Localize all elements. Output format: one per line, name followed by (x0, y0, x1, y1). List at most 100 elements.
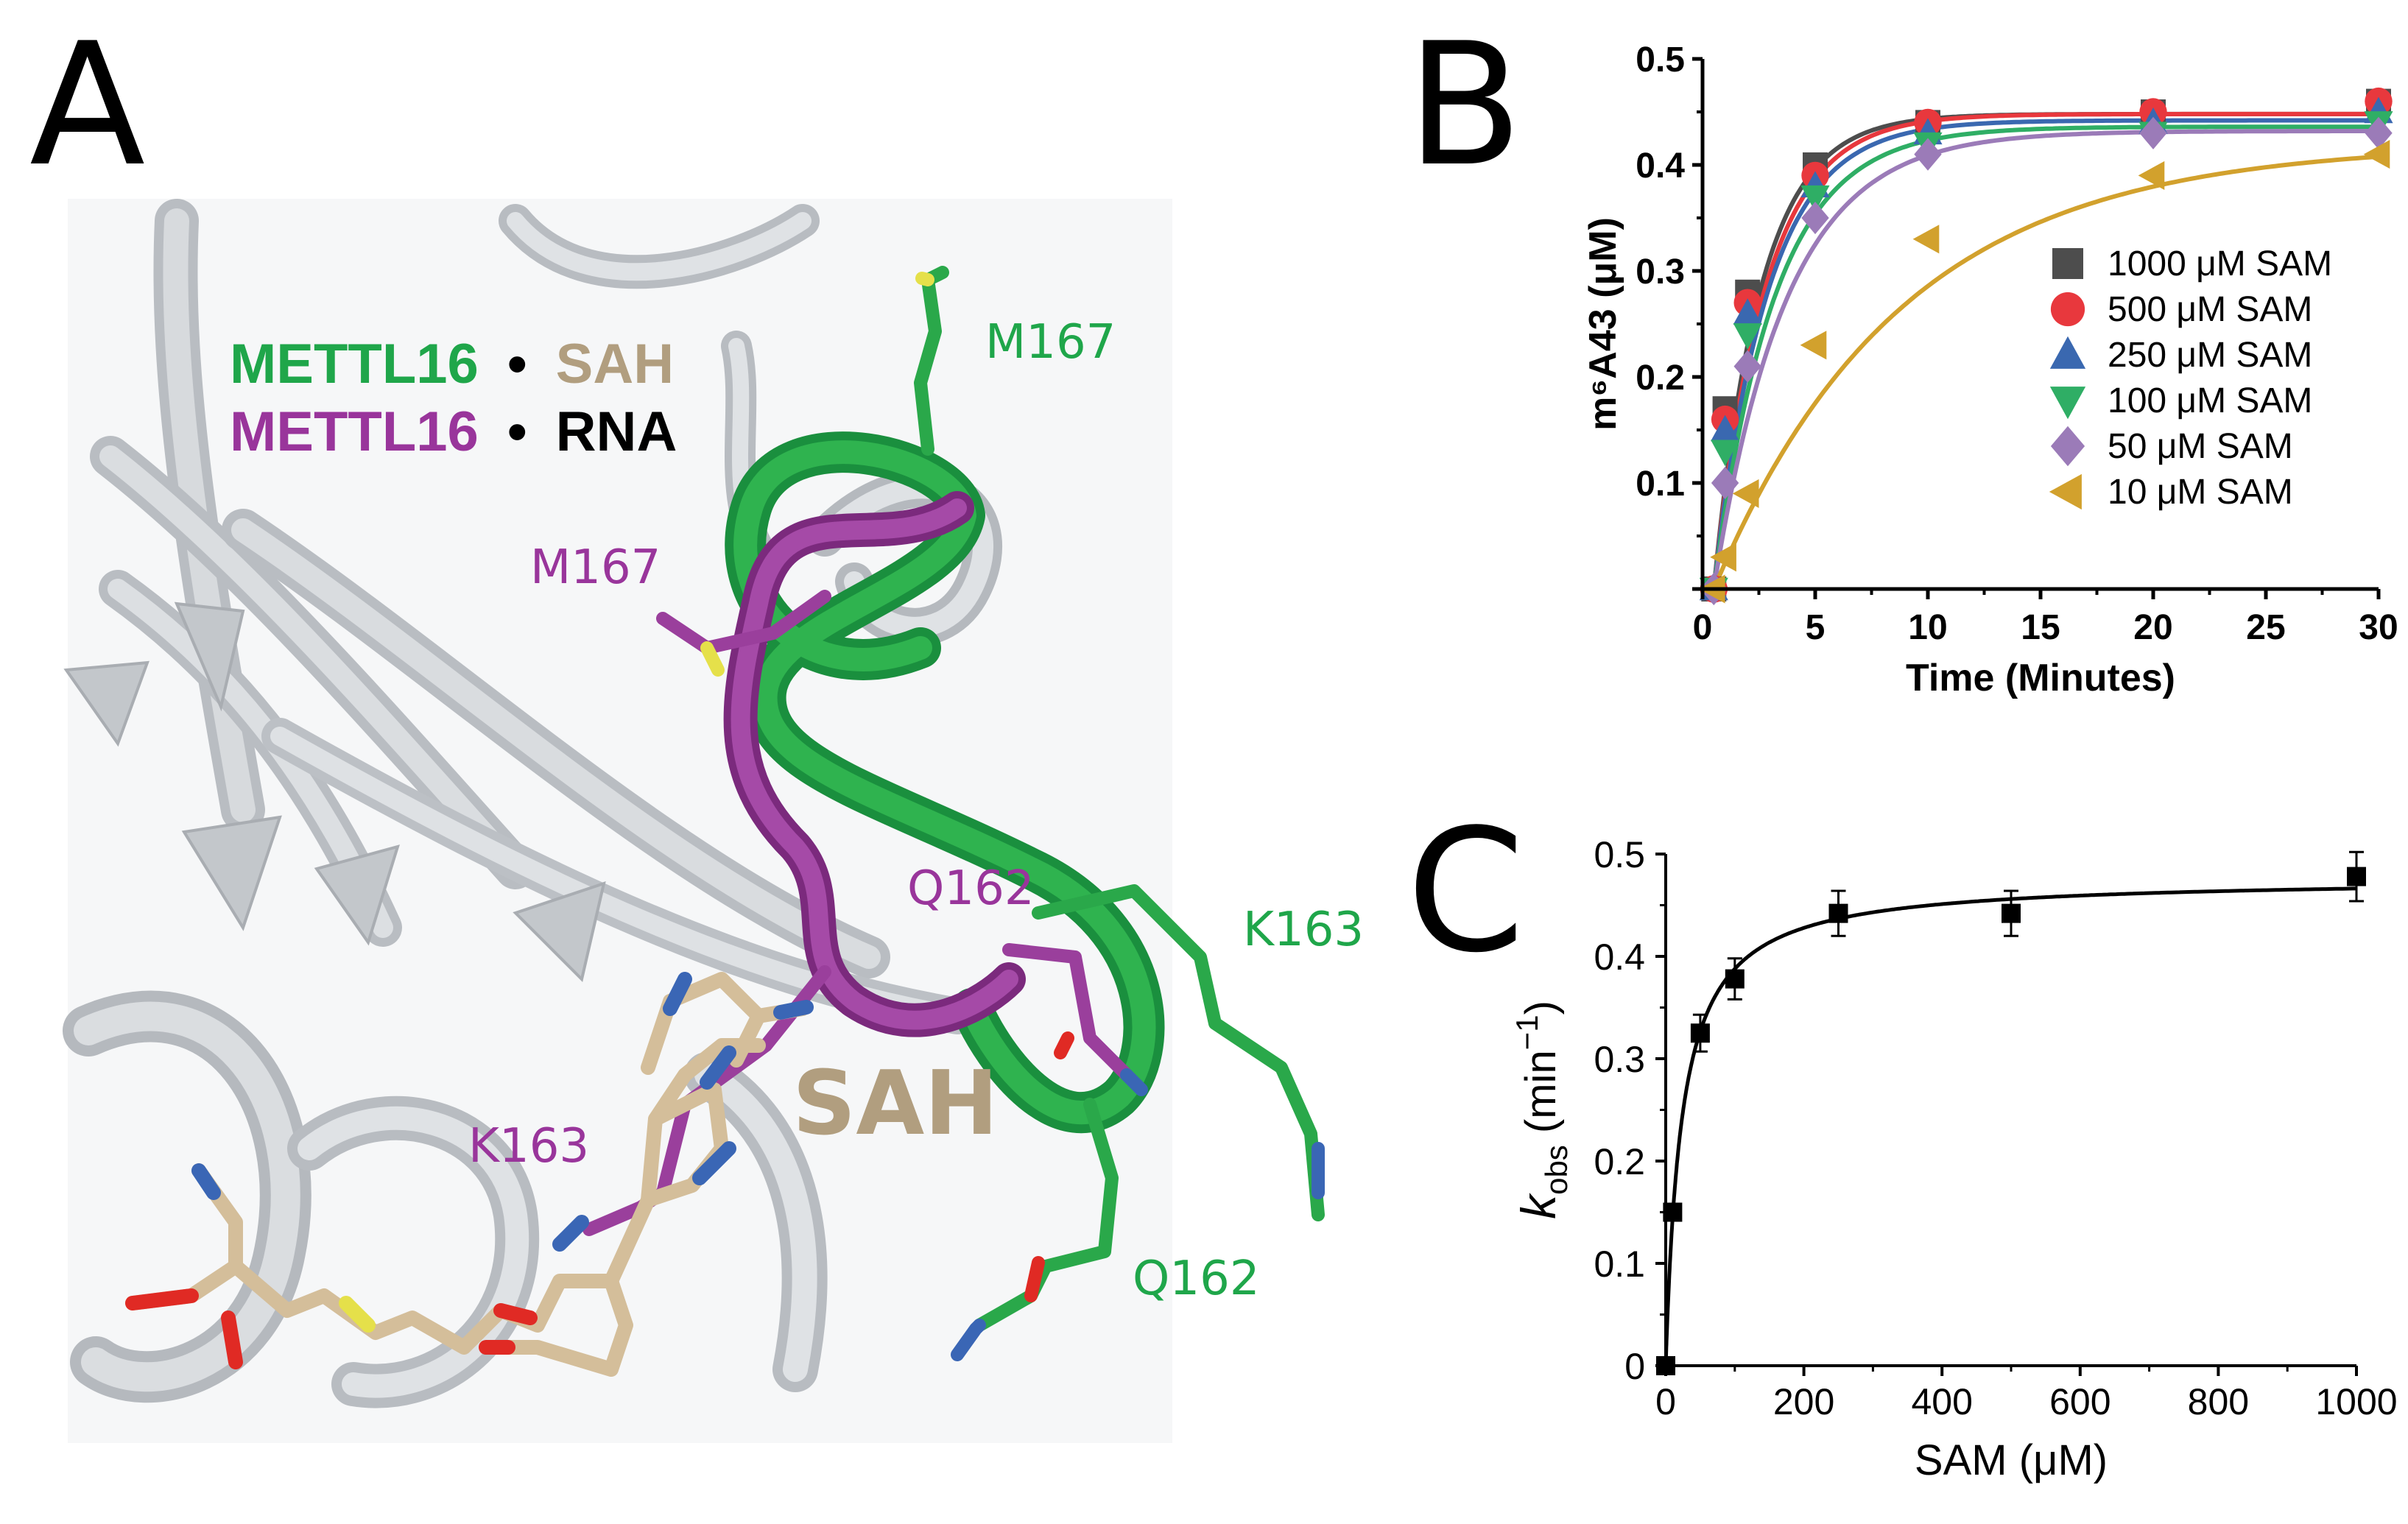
panel-b-x-tick-label: 0 (1693, 608, 1713, 647)
panel-b-legend-label: 100 μM SAM (2108, 381, 2312, 420)
panel-letter-c: C (1407, 794, 1525, 990)
panel-c-axes: 0 200 400 600 800 1000 0 0.1 0.2 0.3 0.4 0.5 (1594, 834, 2397, 1422)
panel-b-data-point (1733, 298, 1762, 325)
legend-line-rna: METTL16 • RNA (230, 401, 677, 463)
panel-b-data-point (2138, 160, 2165, 190)
panel-b-legend-label: 10 μM SAM (2108, 473, 2293, 512)
panel-c-y-label-sub: obs (1539, 1145, 1574, 1195)
panel-b-data-point (1733, 350, 1761, 383)
panel-b-x-tick-label: 20 (2133, 608, 2172, 647)
panel-b-x-tick-label: 5 (1806, 608, 1826, 647)
residue-label-k163-rna: K163 (468, 1119, 589, 1174)
sah-ligand-label: SAH (792, 1053, 999, 1155)
panel-b-data-point (1912, 225, 1940, 254)
panel-b-legend-marker (2050, 292, 2085, 327)
panel-c-fit-line (1664, 886, 2356, 1366)
panel-c-y-label-k: k (1511, 1193, 1566, 1219)
panel-b-fit-line (1711, 124, 2379, 590)
panel-b-y-axis-label: m⁶A43 (μM) (1582, 217, 1624, 431)
panel-c-y-tick-label: 0 (1624, 1346, 1645, 1387)
panel-b-data-point (2139, 116, 2167, 149)
panel-c-y-tick-label: 0.4 (1594, 936, 1645, 978)
panel-b-legend-label: 500 μM SAM (2108, 290, 2312, 329)
panel-b-data-point (1800, 185, 1830, 212)
legend-ligand-rna: RNA (556, 401, 677, 463)
legend-line-sah: METTL16 • SAH (230, 333, 674, 395)
panel-c-x-tick-label: 800 (2188, 1381, 2249, 1422)
sah-ligand-sticks (125, 972, 814, 1377)
panel-c-y-tick-label: 0.1 (1594, 1243, 1645, 1285)
panel-b-legend-marker (2052, 248, 2083, 279)
legend-protein-sah: METTL16 (230, 333, 479, 395)
panel-c-y-tick-label: 0.3 (1594, 1039, 1645, 1080)
panel-b-legend-label: 50 μM SAM (2108, 427, 2293, 466)
panel-c-data-point (2347, 867, 2366, 886)
panel-b-chart: 0 5 10 15 20 25 30 0.1 0.2 0.3 0.4 0.5 1000 μM SAM 5… (1582, 40, 2398, 699)
legend-bullet-2: • (507, 401, 527, 463)
panel-b-x-axis-label: Time (Minutes) (1906, 657, 2175, 699)
panel-c-x-tick-label: 400 (1911, 1381, 1972, 1422)
panel-b-axes: 0 5 10 15 20 25 30 0.1 0.2 0.3 0.4 0.5 (1636, 40, 2398, 647)
legend-bullet-1: • (507, 333, 527, 395)
panel-c-fit-curve (1664, 886, 2356, 1366)
rna-state-backbone (582, 491, 1148, 1236)
panel-b-legend-label: 1000 μM SAM (2108, 244, 2332, 283)
panel-c-x-tick-label: 600 (2049, 1381, 2110, 1422)
panel-b-data-point (1801, 201, 1829, 235)
panel-b-data-point (1711, 440, 1740, 467)
panel-b-data-point (1710, 543, 1736, 572)
panel-c-y-tick-label: 0.5 (1594, 834, 1645, 875)
panel-b-data-point (2363, 140, 2390, 169)
panel-b-data-point (1914, 138, 1942, 171)
panel-b-legend-marker (2049, 336, 2086, 369)
panel-b-legend-marker (2049, 473, 2082, 510)
panel-b-x-tick-label: 25 (2246, 608, 2285, 647)
panel-c-data-point (2002, 903, 2021, 923)
panel-c-y-tick-label: 0.2 (1594, 1141, 1645, 1182)
panel-b-x-tick-label: 10 (1908, 608, 1947, 647)
panel-b-data-point (1733, 323, 1762, 350)
panel-b-legend-marker (2050, 426, 2085, 467)
residue-label-m167-sah: M167 (985, 315, 1116, 370)
panel-c-x-axis-label: SAM (μM) (1915, 1436, 2108, 1484)
panel-b-y-tick-label: 0.5 (1636, 40, 1685, 80)
panel-b-data-point (1711, 466, 1739, 500)
panel-b-data-points (1698, 87, 2393, 606)
panel-b-data-point (2365, 116, 2393, 149)
panel-c-x-tick-label: 200 (1773, 1381, 1834, 1422)
panel-b-data-point (1800, 331, 1827, 360)
panel-b-legend-marker (2049, 387, 2086, 420)
panel-b-y-tick-label: 0.4 (1636, 147, 1685, 186)
panel-b-data-point (1732, 479, 1759, 508)
panel-b-fit-line (1711, 154, 2379, 590)
residue-label-m167-rna: M167 (530, 540, 661, 595)
panel-c-data-point (1725, 969, 1745, 989)
panel-b-y-tick-label: 0.2 (1636, 359, 1685, 398)
legend-ligand-sah: SAH (556, 333, 674, 395)
panel-letter-b: B (1407, 7, 1523, 204)
residue-label-k163-sah: K163 (1243, 903, 1364, 957)
panel-b-x-tick-label: 15 (2021, 608, 2060, 647)
panel-c-x-tick-label: 1000 (2315, 1381, 2397, 1422)
panel-c-x-tick-label: 0 (1655, 1381, 1676, 1422)
panel-b-legend-label: 250 μM SAM (2108, 336, 2312, 375)
panel-c-chart: 0 200 400 600 800 1000 0 0.1 0.2 0.3 0.4 0.5 SAM (μ… (1510, 834, 2398, 1484)
panel-c-y-label-sup: −1 (1510, 1015, 1544, 1050)
residue-label-q162-rna: Q162 (907, 861, 1035, 916)
panel-b-legend: 1000 μM SAM 500 μM SAM 250 μM SAM 100 μM SA… (2049, 244, 2332, 512)
residue-label-q162-sah: Q162 (1133, 1252, 1260, 1306)
panel-c-data-points (1656, 850, 2366, 1375)
panel-c-y-label-rest: (min (1517, 1050, 1565, 1145)
legend-protein-rna: METTL16 (230, 401, 479, 463)
panel-b-x-tick-label: 30 (2359, 608, 2398, 647)
panel-c-y-axis-label: kobs (min−1) (1510, 1001, 1574, 1219)
panel-b-data-point (1711, 414, 1740, 442)
panel-letter-a: A (29, 7, 145, 204)
panel-b-y-tick-label: 0.1 (1636, 465, 1685, 504)
panel-c-data-point (1828, 903, 1848, 923)
panel-c-y-label-close: ) (1517, 1001, 1565, 1015)
panel-a-structure: METTL16 • SAH METTL16 • RNA M167 M167 Q1… (63, 199, 1364, 1443)
panel-b-fit-line (1711, 129, 2379, 590)
strand-arrowheads (63, 602, 606, 982)
